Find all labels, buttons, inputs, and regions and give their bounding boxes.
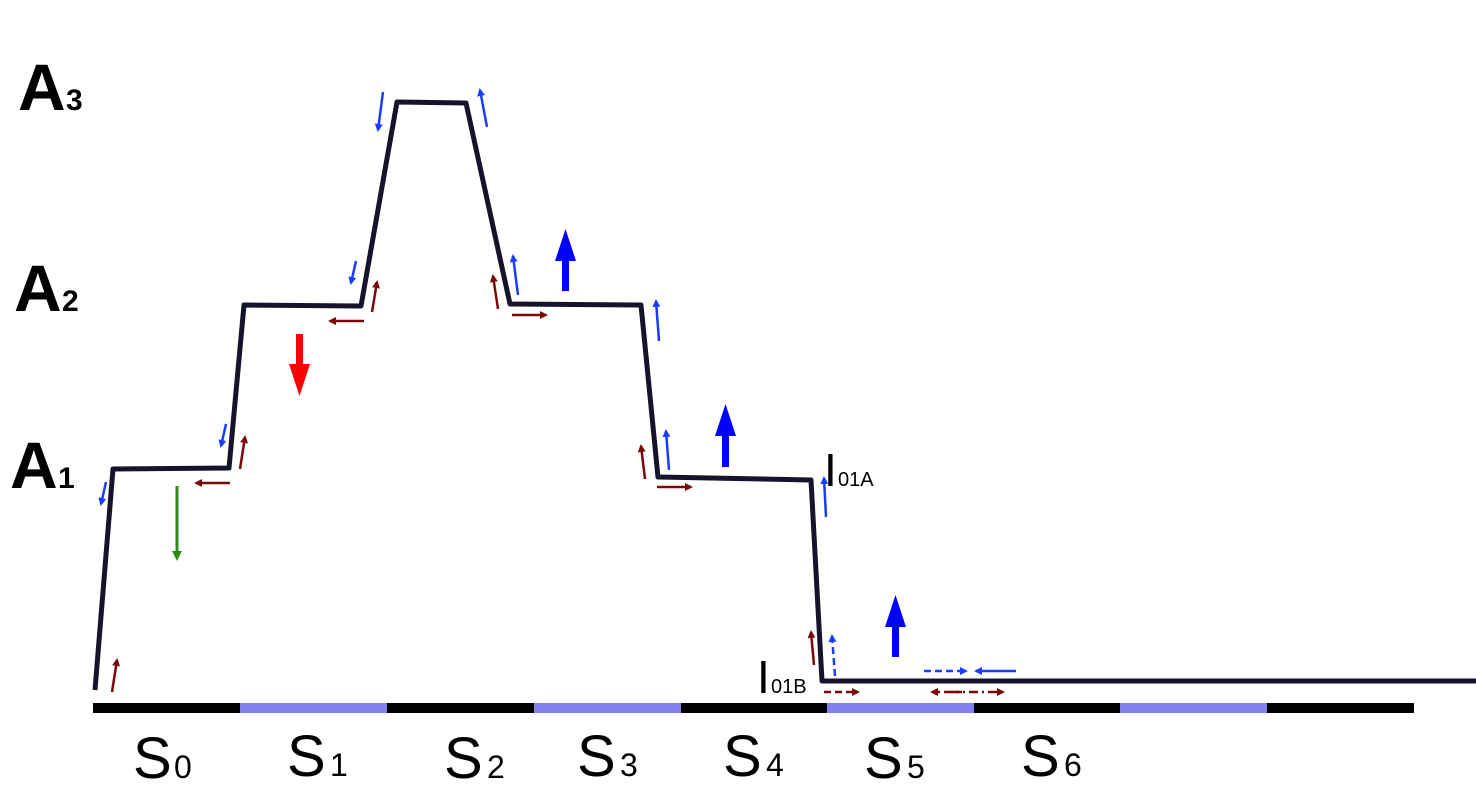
- bold-blue-arrow-up: [555, 229, 576, 291]
- state-label-subscript: 3: [66, 84, 83, 117]
- segment-label-subscript: 5: [907, 749, 925, 785]
- segment-label-subscript: 2: [487, 749, 505, 785]
- segment-label-s2: S 2: [444, 726, 505, 791]
- state-label-subscript: 1: [58, 462, 75, 495]
- intermediate-label-subscript: 01B: [771, 676, 807, 698]
- segment-label-letter: S: [577, 724, 616, 789]
- segment-label-s0: S 0: [133, 726, 192, 791]
- energy-profile-line: [92, 99, 1476, 691]
- segment-label-subscript: 1: [330, 747, 348, 783]
- blue-arrow-up: [509, 254, 520, 296]
- blue-arrow-down: [348, 260, 358, 285]
- state-label-a2: A 2: [14, 251, 79, 325]
- segment-label-s4: S 4: [723, 724, 784, 789]
- intermediate-label-i01b: I 01B: [757, 651, 807, 703]
- segment-label-s1: S 1: [287, 724, 348, 789]
- blue-arrows: [98, 88, 1016, 677]
- segment-label-letter: S: [287, 724, 326, 789]
- intermediate-label-letter: I: [824, 444, 837, 496]
- blue-arrow-down: [98, 481, 108, 506]
- state-label-letter: A: [18, 50, 66, 124]
- maroon-arrow-up: [637, 444, 647, 480]
- intermediate-label-letter: I: [757, 651, 770, 703]
- maroon-arrow-up: [110, 658, 121, 693]
- blue-arrow-down: [374, 91, 385, 132]
- maroon-arrow-up: [489, 274, 500, 310]
- state-label-subscript: 2: [62, 285, 79, 318]
- segment-label-letter: S: [723, 724, 762, 789]
- segment-label-subscript: 3: [620, 747, 638, 783]
- blue-arrow-up: [820, 476, 829, 518]
- segment-label-s5: S 5: [864, 726, 925, 791]
- segment-label-s3: S 3: [577, 724, 638, 789]
- maroon-arrow-up: [807, 630, 816, 666]
- state-label-a3: A 3: [18, 50, 83, 124]
- bold-blue-arrow-up: [885, 595, 906, 657]
- maroon-arrow-up: [238, 435, 249, 470]
- red-arrow-down: [289, 334, 310, 396]
- segment-label-s6: S 6: [1021, 724, 1082, 789]
- maroon-arrows: [110, 274, 1005, 696]
- segment-label-letter: S: [133, 726, 172, 791]
- segment-label-subscript: 4: [766, 747, 784, 783]
- blue-arrow-down: [218, 423, 228, 448]
- blue-arrow-up: [652, 299, 661, 342]
- state-label-a1: A 1: [10, 428, 75, 502]
- segment-label-letter: S: [444, 726, 483, 791]
- intermediate-label-subscript: 01A: [838, 469, 874, 491]
- blue-arrow-up: [477, 88, 489, 128]
- blue-dashed-arrow-up: [828, 634, 837, 677]
- bold-blue-arrow-up: [715, 404, 736, 467]
- state-label-letter: A: [14, 251, 62, 325]
- maroon-arrow-up: [370, 280, 380, 313]
- segment-label-letter: S: [864, 726, 903, 791]
- intermediate-label-i01a: I 01A: [824, 444, 874, 496]
- blue-arrow-up: [662, 429, 671, 471]
- segment-label-letter: S: [1021, 724, 1060, 789]
- segment-label-subscript: 6: [1064, 747, 1082, 783]
- segment-label-subscript: 0: [174, 749, 192, 785]
- state-label-letter: A: [10, 428, 58, 502]
